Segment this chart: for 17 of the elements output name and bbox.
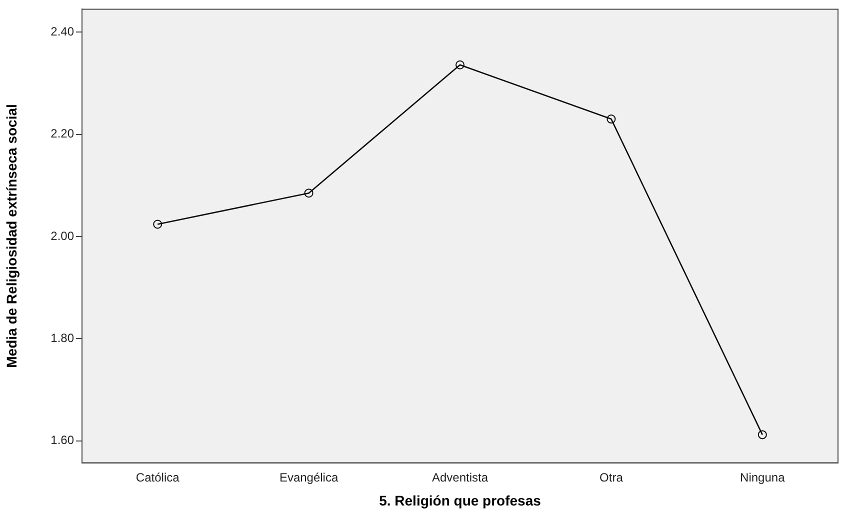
point (758, 430, 767, 440)
y-tick-label: 2.40 (50, 24, 74, 38)
y-axis-title: Media de Religiosidad extrínseca social (3, 104, 20, 368)
point (606, 114, 616, 124)
x-axis-title: 5. Religión que profesas (379, 492, 542, 508)
x-tick-label: Adventista (432, 470, 488, 484)
x-tick-label: Evangélica (279, 470, 338, 484)
y-tick-label: 2.20 (50, 126, 74, 141)
y-tick-label: 2.00 (50, 228, 74, 243)
x-tick-label: Católica (136, 470, 180, 484)
y-tick-label: 1.80 (50, 330, 74, 345)
x-tick-label: Ninguna (740, 470, 786, 484)
point (304, 188, 314, 198)
x-tick-label: Otra (600, 470, 624, 484)
y-tick-label: 1.60 (50, 433, 74, 448)
point (153, 220, 162, 229)
point (456, 60, 464, 70)
